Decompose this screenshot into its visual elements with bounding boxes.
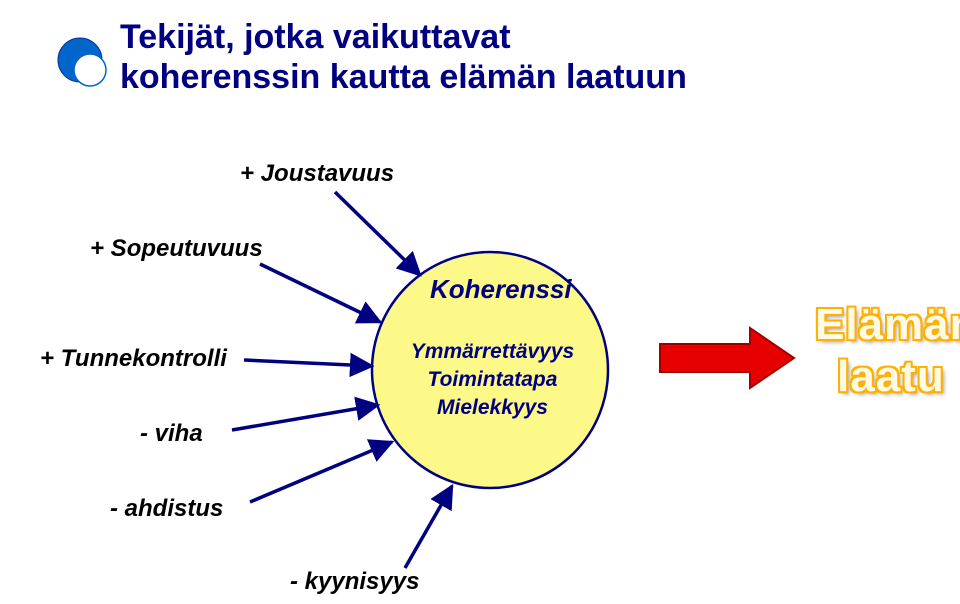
arrow-ahdistus	[250, 442, 392, 502]
outcome-arrow	[660, 328, 794, 388]
arrow-joustavuus	[335, 192, 420, 275]
outcome-line2: laatu	[837, 352, 945, 403]
label-ahdistus: - ahdistus	[110, 495, 223, 523]
label-sopeutuvuus: + Sopeutuvuus	[90, 235, 263, 263]
arrow-kyynisyys	[405, 486, 452, 568]
arrow-sopeutuvuus	[260, 264, 380, 322]
koherenssi-line2: Toimintatapa	[405, 368, 580, 392]
slide-title-line1: Tekijät, jotka vaikuttavat	[120, 18, 511, 57]
label-viha: - viha	[140, 420, 203, 448]
koherenssi-line1: Ymmärrettävyys	[405, 340, 580, 364]
koherenssi-line3: Mielekkyys	[405, 396, 580, 420]
label-kyynisyys: - kyynisyys	[290, 568, 419, 596]
arrow-tunnekontrolli	[244, 360, 372, 366]
label-tunnekontrolli: + Tunnekontrolli	[40, 345, 227, 373]
arrow-viha	[232, 405, 378, 430]
koherenssi-title: Koherenssi	[430, 275, 572, 305]
slide-title-line2: koherenssin kautta elämän laatuun	[120, 58, 687, 97]
bullet-small-circle	[74, 54, 106, 86]
label-joustavuus: + Joustavuus	[240, 160, 394, 188]
outcome-line1: Elämän	[815, 300, 960, 351]
